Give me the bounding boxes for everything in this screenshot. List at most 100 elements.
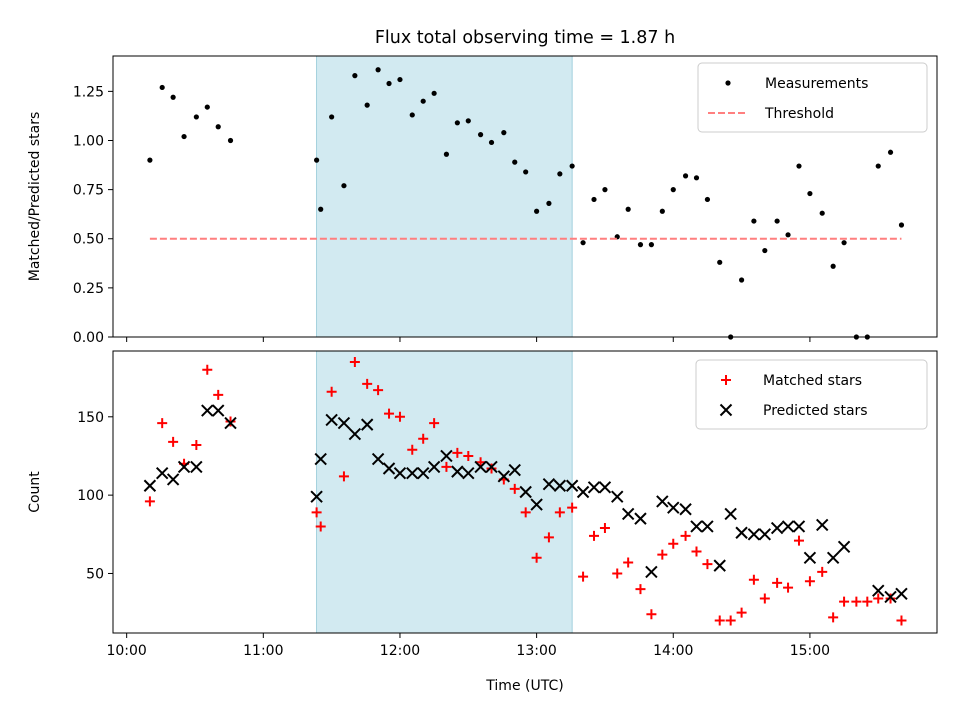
y-tick-label: 1.00 [73, 133, 104, 149]
matched-star-point [225, 416, 236, 427]
measurement-point [159, 84, 165, 91]
legend-marker-measurements [725, 80, 731, 86]
plot-frame [112, 350, 938, 634]
measurement-point [796, 163, 802, 169]
measurement-point [431, 90, 437, 96]
matched-star-point [702, 559, 713, 570]
predicted-star-point [634, 512, 647, 525]
measurement-point [409, 112, 415, 118]
predicted-star-point [497, 470, 511, 483]
matched-star-point [202, 364, 213, 375]
y-tick-label: 150 [77, 410, 104, 426]
predicted-star-point [621, 507, 635, 521]
matched-star-point [144, 496, 155, 507]
x-axis-label: Time (UTC) [485, 678, 563, 694]
predicted-star-point [177, 460, 191, 474]
matched-star-point [418, 433, 429, 444]
predicted-star-point [645, 565, 658, 579]
y-tick-label: 50 [86, 566, 104, 582]
matched-star-point [714, 615, 725, 626]
predicted-star-point [155, 466, 169, 480]
y-tick-label: 1.25 [73, 84, 104, 100]
predicted-star-point [406, 466, 419, 480]
predicted-star-point [656, 495, 669, 508]
predicted-star-point [816, 518, 829, 532]
measurement-point [751, 218, 757, 224]
predicted-star-point [826, 551, 840, 565]
matched-star-point [589, 530, 600, 541]
predicted-star-point [803, 551, 817, 565]
highlight-span [316, 350, 573, 634]
predicted-star-point [451, 465, 464, 478]
matched-star-point [311, 507, 322, 518]
measurement-point [318, 206, 324, 212]
measurement-point [648, 242, 655, 248]
matched-star-point [736, 607, 747, 618]
matched-star-point [725, 615, 736, 626]
predicted-star-point [598, 481, 612, 494]
matched-star-point [520, 507, 531, 518]
predicted-star-point [201, 404, 214, 417]
matched-star-point [623, 557, 634, 568]
matched-star-point [463, 450, 474, 461]
x-tick-label: 14:00 [653, 643, 693, 659]
predicted-star-point [310, 490, 323, 503]
measurement-point [580, 240, 586, 246]
predicted-star-point [337, 416, 351, 430]
measurement-point [659, 208, 665, 214]
predicted-star-point [565, 479, 579, 492]
predicted-star-point [542, 477, 556, 491]
measurement-point [512, 159, 518, 165]
predicted-star-point [508, 463, 521, 477]
measurement-point [670, 187, 676, 193]
matched-star-point [384, 408, 395, 419]
measurement-point [352, 73, 358, 79]
predicted-star-point [872, 584, 885, 597]
matched-star-point [759, 593, 770, 604]
count-panel: 10:00 11:00 12:00 13:00 14:00 15:00 50 100 150 Co… [27, 350, 938, 659]
matched-star-point [213, 389, 224, 400]
predicted-star-point [792, 520, 806, 533]
matched-star-point [772, 577, 783, 588]
matched-star-point [828, 612, 839, 623]
matched-star-point [793, 535, 804, 546]
predicted-star-point [770, 521, 784, 535]
measurement-point [170, 94, 176, 100]
matched-star-point [804, 576, 815, 587]
predicted-star-point [325, 413, 338, 427]
legend-marker-predicted [719, 403, 733, 417]
predicted-star-point [576, 485, 590, 499]
predicted-star-point [348, 427, 362, 441]
matched-star-point [851, 596, 862, 607]
matched-star-point [373, 385, 384, 396]
matched-star-point [157, 418, 168, 429]
measurement-point [386, 80, 392, 87]
predicted-star-point [781, 520, 795, 533]
predicted-star-point [895, 587, 908, 601]
measurement-point [443, 151, 450, 157]
x-tick-label: 15:00 [790, 643, 830, 659]
matched-star-point [885, 593, 896, 604]
predicted-star-point [587, 481, 601, 494]
matched-star-point [349, 356, 360, 367]
x-tick-label: 13:00 [516, 643, 556, 659]
measurement-point [465, 118, 471, 124]
matched-star-point [635, 584, 646, 595]
measurement-point [682, 173, 689, 179]
chart-title: Flux total observing time = 1.87 h [375, 28, 675, 48]
matched-star-point [191, 440, 202, 450]
measurement-point [693, 175, 700, 181]
measurement-point [591, 196, 597, 203]
predicted-star-point [416, 466, 430, 480]
matched-star-point [668, 538, 679, 549]
matched-star-point [407, 444, 418, 455]
y-tick-label: 0.25 [73, 281, 104, 297]
matched-star-point [362, 378, 373, 389]
predicted-star-point [553, 479, 567, 492]
matched-star-point [612, 568, 623, 579]
predicted-star-point [884, 590, 897, 604]
measurement-point [774, 218, 780, 224]
measurement-point [204, 104, 210, 110]
legend-label: Measurements [765, 76, 868, 92]
legend-box [697, 62, 928, 133]
